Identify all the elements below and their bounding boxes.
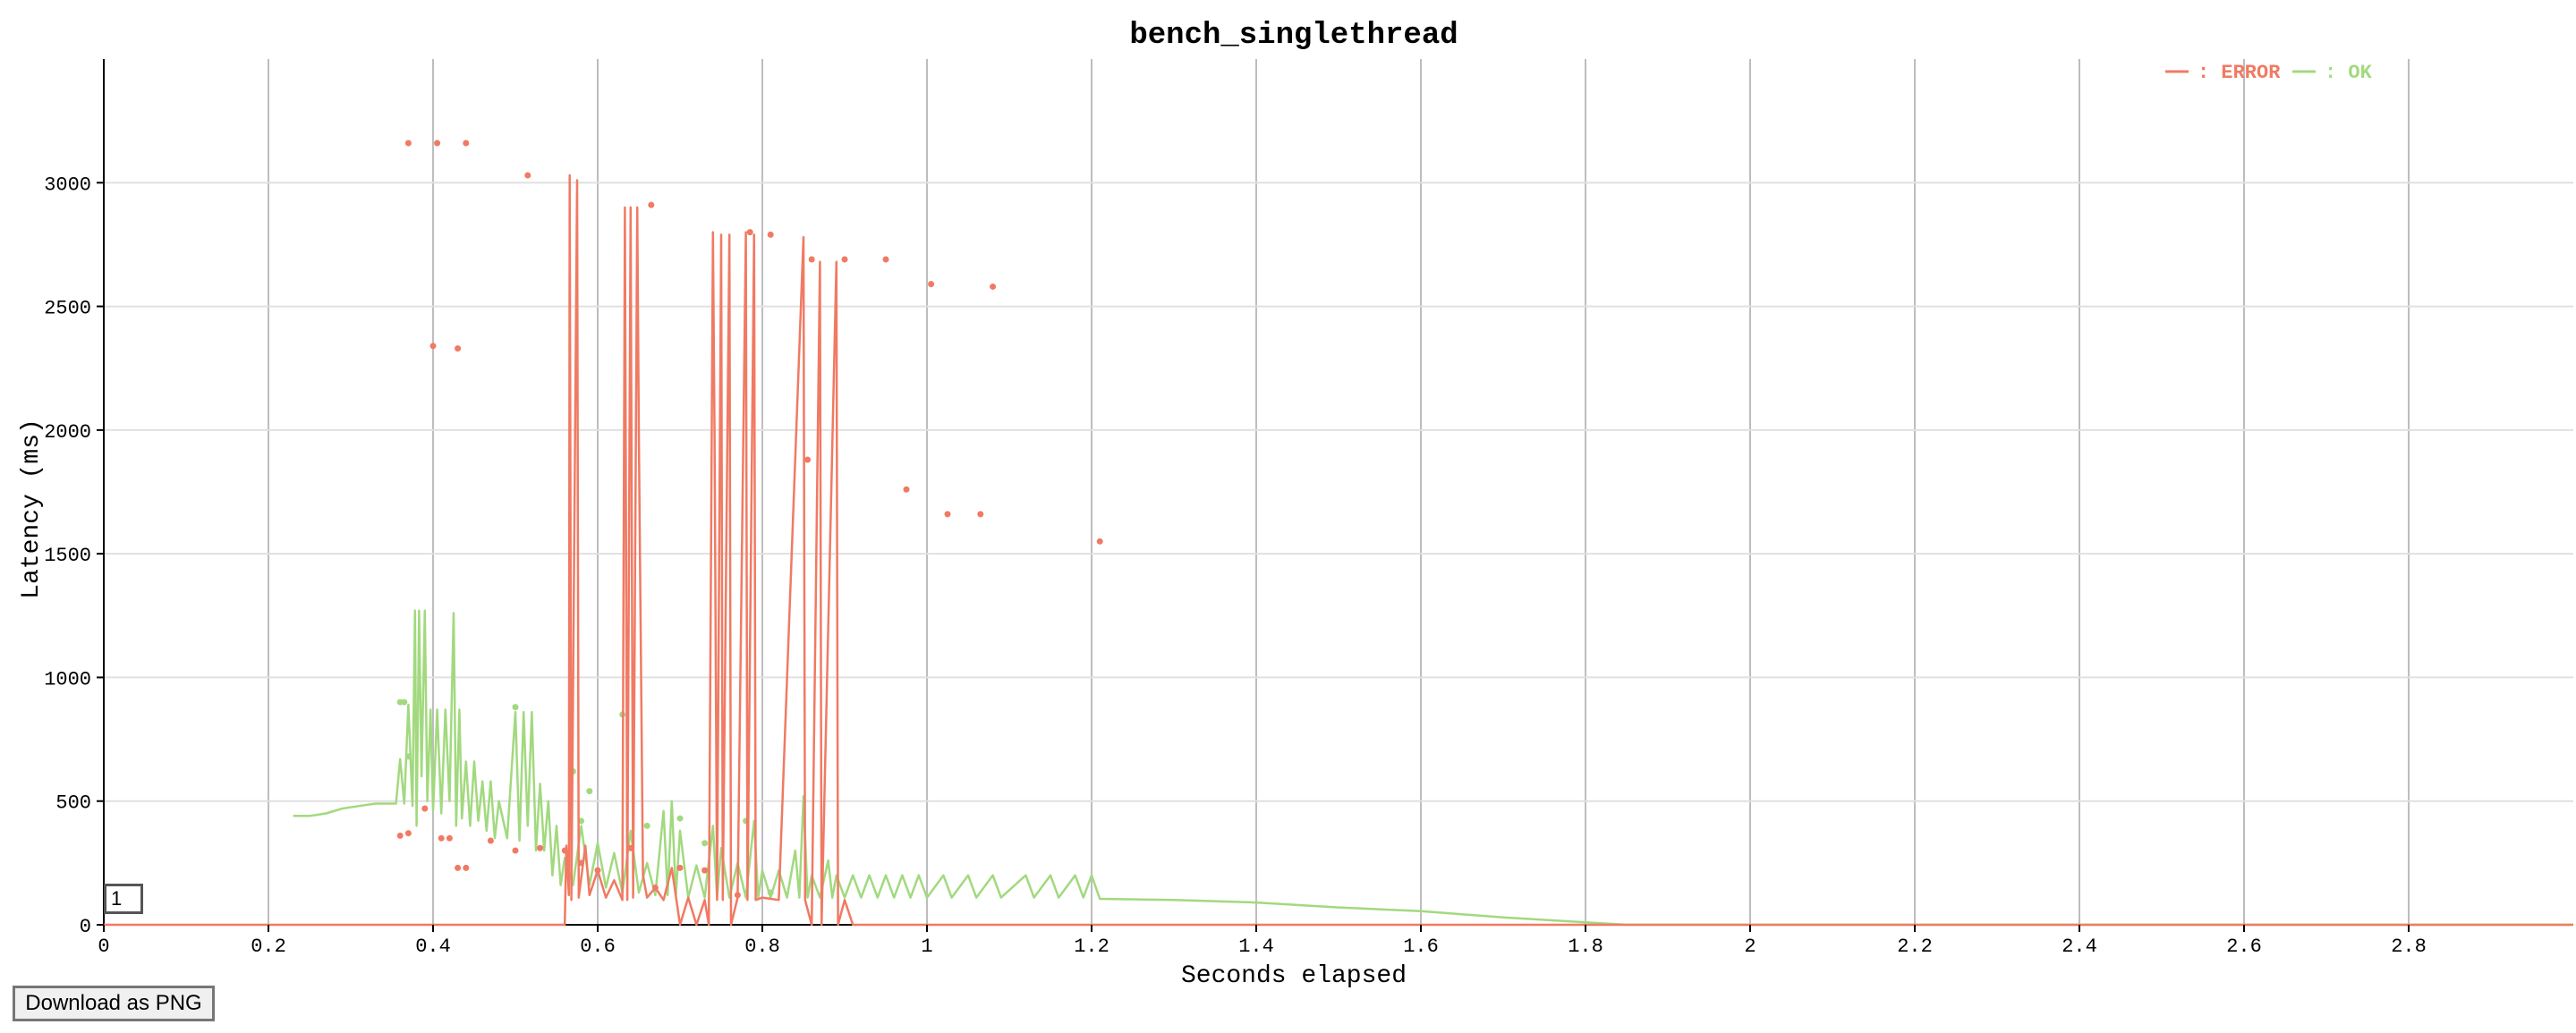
data-point-error [404, 830, 412, 837]
data-point-error [990, 283, 997, 290]
x-tick-label: 0.4 [415, 936, 451, 958]
data-point-error [746, 229, 753, 236]
y-tick-label: 0 [80, 916, 91, 938]
data-point-error [651, 885, 659, 892]
data-point-error [404, 140, 412, 147]
data-point-ok [401, 699, 408, 706]
x-tick-label: 0 [98, 936, 109, 958]
y-tick-label: 2500 [44, 298, 91, 320]
ticks-layer: 0 0.2 0.4 0.6 0.8 1 1.2 1.4 1.6 1.8 2 2.2 2.4 2.6 2.8 0… [44, 174, 2427, 958]
data-point-error [455, 345, 462, 352]
brush-index-box[interactable]: 1 [104, 884, 143, 914]
data-point-ok [643, 822, 650, 829]
grid-layer [104, 59, 2573, 925]
data-point-error [676, 864, 684, 871]
y-tick-label: 1000 [44, 668, 91, 690]
data-point-ok [404, 753, 412, 760]
data-point-error [977, 511, 984, 518]
y-axis-label: Latency (ms) [18, 419, 46, 599]
data-point-error [627, 844, 634, 851]
y-tick-label: 1500 [44, 545, 91, 567]
data-point-ok [586, 788, 593, 795]
x-tick-label: 1.2 [1074, 936, 1109, 958]
data-point-error [396, 832, 404, 839]
y-tick-label: 500 [55, 792, 91, 815]
download-png-button[interactable]: Download as PNG [13, 986, 215, 1021]
data-point-error [487, 837, 494, 844]
series-line-ok [293, 609, 2573, 927]
data-point-error [537, 844, 544, 851]
x-tick-label: 1.6 [1403, 936, 1439, 958]
data-point-error [804, 456, 812, 463]
data-point-error [594, 867, 601, 874]
data-point-ok [701, 840, 709, 847]
data-point-error [944, 511, 951, 518]
x-tick-label: 2.2 [1897, 936, 1933, 958]
data-point-error [421, 805, 429, 812]
data-point-error [446, 834, 453, 842]
axes-layer [103, 59, 2573, 926]
data-point-error [767, 231, 774, 238]
data-point-error [928, 281, 935, 288]
chart-title: bench_singlethread [1129, 19, 1458, 53]
x-tick-label: 2.8 [2391, 936, 2427, 958]
x-tick-label: 2.4 [2062, 936, 2097, 958]
data-point-ok [676, 815, 684, 822]
data-point-error [512, 847, 519, 854]
data-point-error [438, 834, 445, 842]
data-point-error [903, 486, 910, 493]
legend-label: : OK [2325, 62, 2373, 84]
data-point-error [648, 201, 655, 208]
data-point-error [455, 864, 462, 871]
data-point-error [463, 864, 470, 871]
x-tick-label: 0.8 [744, 936, 780, 958]
x-axis-label: Seconds elapsed [1181, 962, 1407, 990]
legend: : ERROR : OK [2165, 62, 2373, 84]
x-tick-label: 0.6 [580, 936, 616, 958]
legend-label: : ERROR [2198, 62, 2281, 84]
data-point-error [1096, 538, 1103, 545]
data-point-error [808, 256, 815, 263]
data-point-error [734, 892, 741, 899]
x-tick-label: 2 [1744, 936, 1756, 958]
data-point-ok [767, 889, 774, 896]
data-point-error [463, 140, 470, 147]
data-point-error [578, 859, 585, 867]
x-tick-label: 1.8 [1568, 936, 1603, 958]
data-point-error [429, 343, 437, 350]
y-tick-label: 2000 [44, 421, 91, 444]
x-tick-label: 1 [921, 936, 932, 958]
data-point-error [524, 172, 531, 179]
x-tick-label: 2.6 [2226, 936, 2262, 958]
data-point-ok [512, 704, 519, 711]
data-point-error [561, 847, 568, 854]
y-tick-label: 3000 [44, 174, 91, 196]
data-point-error [841, 256, 848, 263]
series-layer [104, 140, 2573, 927]
data-point-error [701, 867, 709, 874]
x-tick-label: 0.2 [251, 936, 286, 958]
x-tick-label: 1.4 [1238, 936, 1274, 958]
data-point-error [434, 140, 441, 147]
data-point-error [882, 256, 889, 263]
series-line-error [104, 174, 2573, 927]
